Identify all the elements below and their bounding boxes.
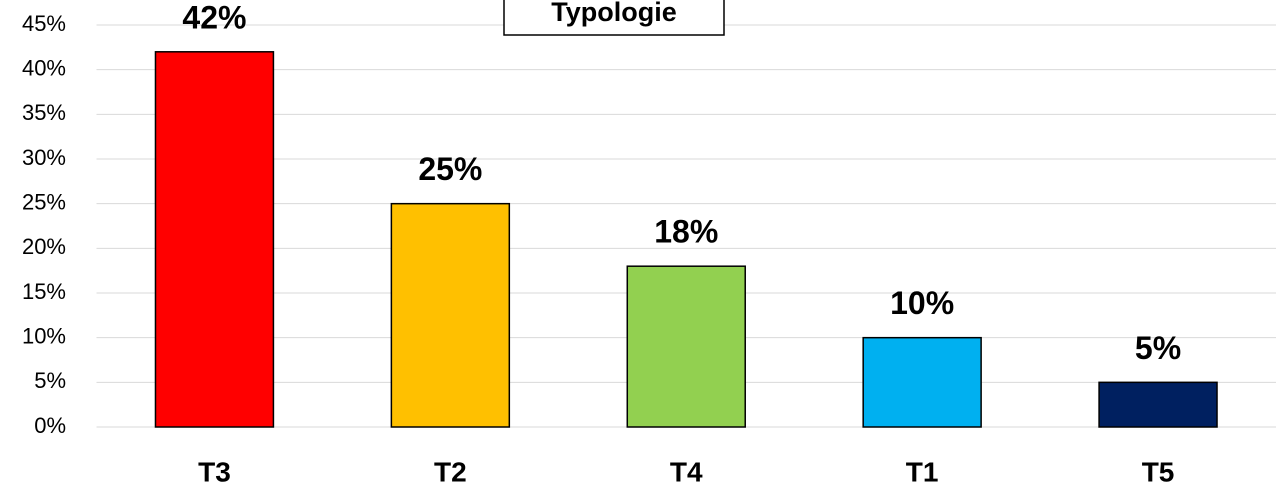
data-label: 10% (890, 285, 954, 321)
x-tick-label: T2 (434, 456, 467, 487)
x-tick-label: T1 (906, 456, 939, 487)
title-box (503, 0, 725, 36)
y-tick-label: 5% (34, 368, 66, 393)
x-tick-label: T5 (1142, 456, 1175, 487)
chart-title: Typologie (551, 0, 677, 27)
y-tick-label: 0% (34, 413, 66, 438)
y-tick-label: 25% (22, 189, 66, 214)
data-label: 42% (182, 0, 246, 35)
y-tick-label: 20% (22, 234, 66, 259)
y-tick-label: 15% (22, 279, 66, 304)
data-label: 5% (1135, 330, 1181, 366)
data-label: 18% (654, 214, 718, 250)
x-tick-label: T3 (198, 456, 231, 487)
data-label: 25% (418, 151, 482, 187)
bar (390, 202, 511, 428)
bar (626, 265, 746, 428)
x-tick-label: T4 (670, 456, 703, 487)
y-tick-label: 40% (22, 55, 66, 80)
y-tick-label: 10% (22, 323, 66, 348)
y-tick-label: 30% (22, 145, 66, 170)
y-tick-label: 45% (22, 11, 66, 36)
bar (862, 336, 982, 428)
bar (154, 51, 275, 428)
y-tick-label: 35% (22, 100, 66, 125)
bar (1098, 381, 1218, 428)
